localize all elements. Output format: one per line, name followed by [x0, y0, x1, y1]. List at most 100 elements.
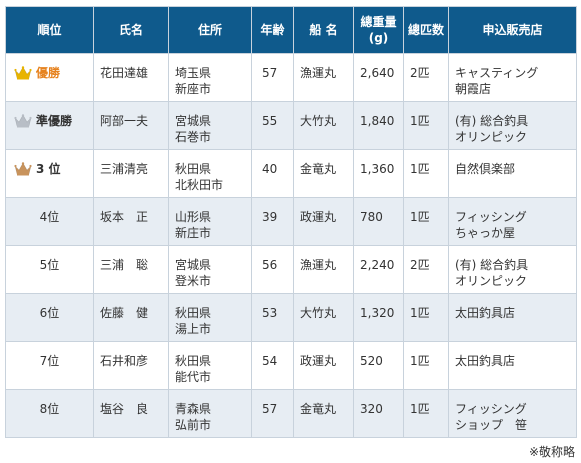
shop-line2: オリンピック	[455, 274, 528, 288]
cell-address: 宮城県 登米市	[168, 245, 252, 294]
address-prefecture: 青森県	[175, 402, 212, 416]
cell-weight: 520	[353, 341, 404, 390]
header-boat: 船 名	[293, 6, 354, 54]
address-prefecture: 宮城県	[175, 114, 212, 128]
cell-address: 秋田県 北秋田市	[168, 149, 252, 198]
cell-age: 57	[251, 389, 294, 438]
header-address: 住所	[168, 6, 252, 54]
shop-line2: オリンピック	[455, 130, 528, 144]
shop-line1: 太田釣具店	[455, 354, 516, 368]
cell-name: 石井和彦	[93, 341, 169, 390]
address-prefecture: 秋田県	[175, 306, 212, 320]
header-weight-line2: (g)	[368, 31, 389, 45]
crown-icon	[14, 114, 32, 128]
shop-line2: ちゃっか屋	[455, 226, 516, 240]
rank-label: 3 位	[36, 162, 61, 176]
cell-boat: 漁運丸	[293, 53, 354, 102]
cell-boat: 漁運丸	[293, 245, 354, 294]
cell-count: 1匹	[403, 341, 449, 390]
table-row: 4位 坂本 正山形県 新庄市 39 政運丸 780 1匹 フィッシング ちゃっか屋	[5, 197, 577, 246]
address-city: 能代市	[175, 370, 212, 384]
cell-age: 56	[251, 245, 294, 294]
cell-weight: 2,640	[353, 53, 404, 102]
cell-shop: フィッシング ちゃっか屋	[448, 197, 577, 246]
cell-boat: 政運丸	[293, 197, 354, 246]
shop-line1: 太田釣具店	[455, 306, 516, 320]
cell-address: 秋田県 能代市	[168, 341, 252, 390]
rank-label: 8位	[39, 402, 60, 416]
address-prefecture: 秋田県	[175, 354, 212, 368]
cell-count: 2匹	[403, 53, 449, 102]
rank-label: 準優勝	[36, 114, 73, 128]
cell-rank: 8位	[5, 389, 94, 438]
cell-weight: 1,320	[353, 293, 404, 342]
header-weight-line1: 總重量	[360, 15, 397, 29]
address-prefecture: 埼玉県	[175, 66, 212, 80]
address-city: 北秋田市	[175, 178, 224, 192]
cell-boat: 大竹丸	[293, 293, 354, 342]
shop-line2: 朝霞店	[455, 82, 492, 96]
rank-label: 優勝	[36, 66, 61, 80]
table-row: 5位 三浦 聡宮城県 登米市 56 漁運丸 2,240 2匹 (有) 総合釣具 オリンピック	[5, 245, 577, 294]
cell-rank: 優勝	[5, 53, 94, 102]
cell-name: 塩谷 良	[93, 389, 169, 438]
footnote: ※敬称略	[528, 445, 575, 459]
cell-weight: 2,240	[353, 245, 404, 294]
table-row: 優勝 花田達雄 埼玉県 新座市 57 漁運丸 2,640 2匹 キャスティング 朝霞店	[5, 53, 577, 102]
cell-rank: 5位	[5, 245, 94, 294]
cell-weight: 1,360	[353, 149, 404, 198]
cell-count: 1匹	[403, 197, 449, 246]
table-row: 6位 佐藤 健秋田県 湯上市 53 大竹丸 1,320 1匹 太田釣具店	[5, 293, 577, 342]
shop-line1: (有) 総合釣具	[455, 114, 529, 128]
address-city: 新庄市	[175, 226, 212, 240]
results-table: 順位 氏名 住所 年齢 船 名 總重量 (g) 總匹数 申込販売店 優勝 花田達雄…	[5, 6, 577, 438]
rank-label: 5位	[39, 258, 60, 272]
cell-rank: 7位	[5, 341, 94, 390]
cell-boat: 大竹丸	[293, 101, 354, 150]
table-row: 8位 塩谷 良青森県 弘前市 57 金竜丸 320 1匹 フィッシング ショップ 笹	[5, 389, 577, 438]
cell-boat: 金竜丸	[293, 389, 354, 438]
cell-name: 三浦清亮	[93, 149, 169, 198]
cell-age: 54	[251, 341, 294, 390]
table-row: 3 位三浦清亮 秋田県 北秋田市 40 金竜丸 1,360 1匹 自然倶楽部	[5, 149, 577, 198]
crown-icon	[14, 66, 32, 80]
cell-name: 三浦 聡	[93, 245, 169, 294]
cell-name: 阿部一夫	[93, 101, 169, 150]
shop-line2: ショップ 笹	[455, 418, 528, 432]
cell-count: 1匹	[403, 149, 449, 198]
cell-age: 55	[251, 101, 294, 150]
header-shop: 申込販売店	[448, 6, 577, 54]
cell-address: 秋田県 湯上市	[168, 293, 252, 342]
rank-label: 7位	[39, 354, 60, 368]
shop-line1: キャスティング	[455, 66, 539, 80]
header-name: 氏名	[93, 6, 169, 54]
cell-age: 40	[251, 149, 294, 198]
cell-address: 青森県 弘前市	[168, 389, 252, 438]
cell-age: 39	[251, 197, 294, 246]
rank-label: 4位	[39, 210, 60, 224]
cell-rank: 準優勝	[5, 101, 94, 150]
address-prefecture: 山形県	[175, 210, 212, 224]
cell-shop: 太田釣具店	[448, 293, 577, 342]
cell-weight: 780	[353, 197, 404, 246]
cell-address: 山形県 新庄市	[168, 197, 252, 246]
crown-icon	[14, 162, 32, 176]
shop-line1: フィッシング	[455, 402, 527, 416]
table-row: 準優勝 阿部一夫 宮城県 石巻市 55 大竹丸 1,840 1匹 (有) 総合釣具 オリンピック	[5, 101, 577, 150]
header-count: 總匹数	[403, 6, 449, 54]
header-weight: 總重量 (g)	[353, 6, 404, 54]
address-city: 登米市	[175, 274, 212, 288]
cell-count: 1匹	[403, 389, 449, 438]
cell-address: 宮城県 石巻市	[168, 101, 252, 150]
cell-name: 佐藤 健	[93, 293, 169, 342]
cell-shop: (有) 総合釣具 オリンピック	[448, 101, 577, 150]
header-rank: 順位	[5, 6, 94, 54]
cell-count: 1匹	[403, 293, 449, 342]
address-city: 新座市	[175, 82, 212, 96]
shop-line1: 自然倶楽部	[455, 162, 516, 176]
cell-shop: フィッシング ショップ 笹	[448, 389, 577, 438]
cell-shop: 自然倶楽部	[448, 149, 577, 198]
address-prefecture: 宮城県	[175, 258, 212, 272]
cell-age: 57	[251, 53, 294, 102]
shop-line1: (有) 総合釣具	[455, 258, 529, 272]
